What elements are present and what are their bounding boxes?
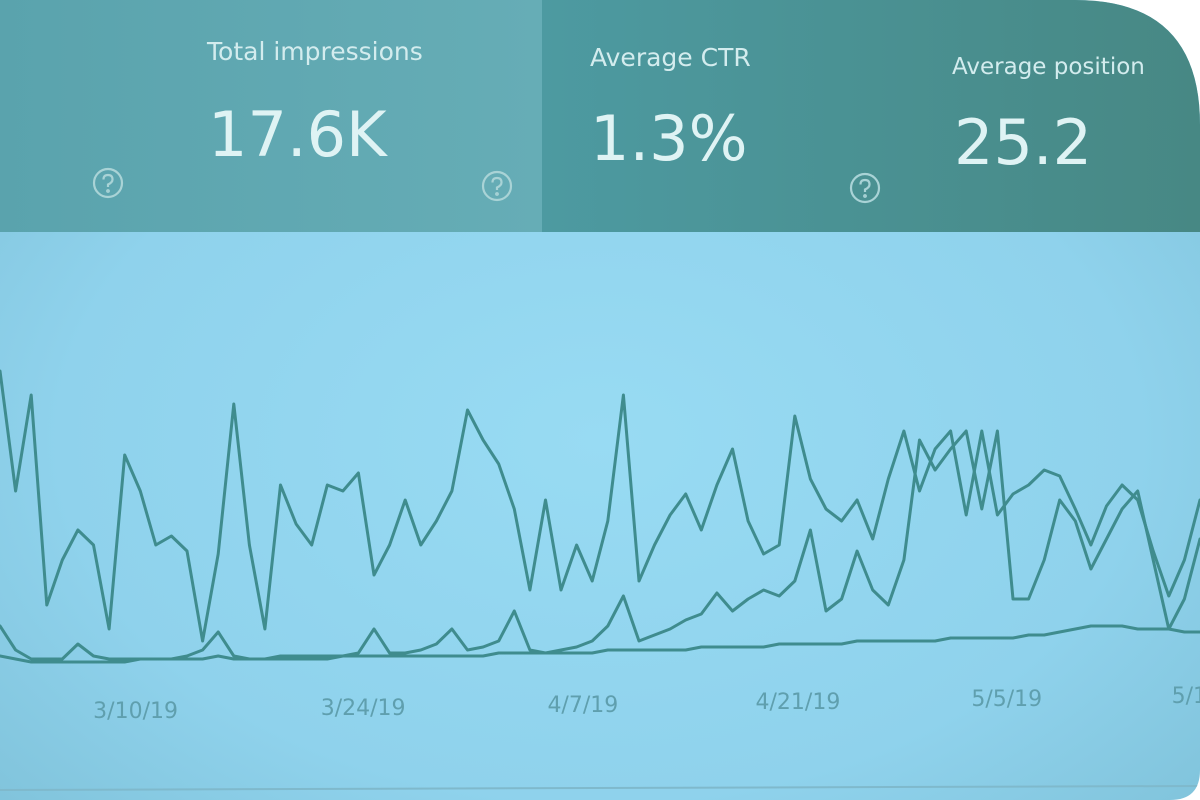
metric-card[interactable] (0, 0, 542, 232)
chart: 3/10/19 3/24/19 4/7/19 4/21/19 5/5/19 5/19/19 (0, 369, 1200, 724)
help-icons (92, 167, 881, 204)
help-icon[interactable] (92, 167, 124, 199)
x-tick-label: 3/24/19 (321, 696, 406, 721)
metric-value: 25.2 (954, 106, 1092, 179)
help-icon[interactable] (481, 170, 513, 202)
metric-label: Total impressions (206, 37, 423, 66)
metric-card[interactable] (542, 0, 1200, 232)
series-line (0, 369, 1200, 643)
x-tick-label: 5/19/19 (1172, 684, 1200, 709)
x-tick-label: 4/21/19 (756, 690, 841, 715)
metric-label: Average position (952, 54, 1145, 80)
x-tick-label: 3/10/19 (93, 699, 178, 724)
x-tick-label: 4/7/19 (547, 693, 618, 718)
metric-label: Average CTR (590, 43, 751, 72)
metric-value: 1.3% (590, 102, 748, 175)
baseline (0, 785, 1200, 791)
help-icon[interactable] (849, 172, 881, 204)
metric-value: 17.6K (208, 98, 388, 171)
x-tick-label: 5/5/19 (971, 687, 1042, 712)
series-line (0, 429, 1200, 661)
series-line (0, 624, 1200, 664)
